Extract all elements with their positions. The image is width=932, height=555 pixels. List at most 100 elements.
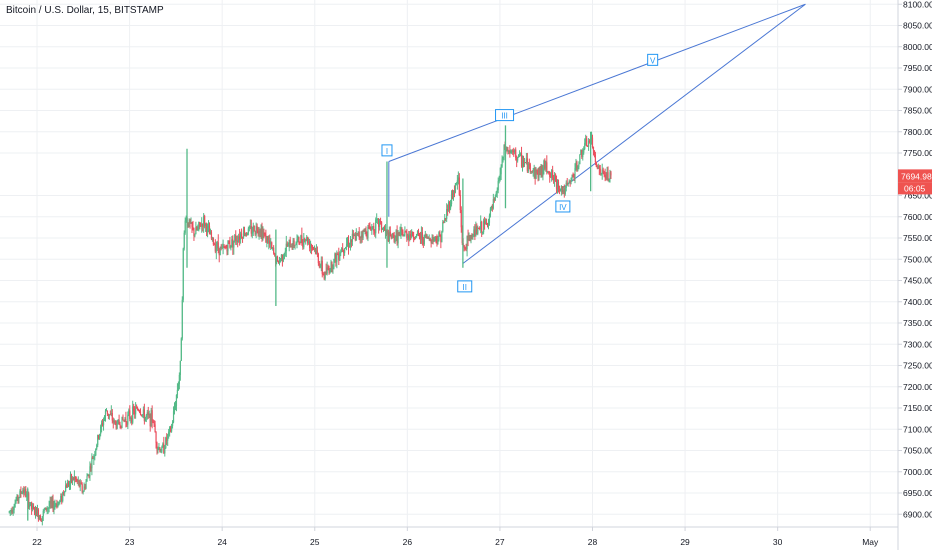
candle-body — [64, 491, 66, 493]
candle-body — [571, 174, 573, 179]
candle-body — [312, 247, 315, 249]
wave-label-box[interactable] — [555, 200, 571, 213]
price-axis[interactable]: 8100.00 8050.00 8000.00 7950.00 7900.00 7850.… — [897, 0, 932, 550]
candle-body — [49, 501, 51, 507]
candle-body — [482, 232, 484, 234]
time-tick-label: 22 — [32, 537, 42, 547]
candle-body — [38, 515, 40, 520]
last-price-badge-bg — [898, 169, 932, 183]
candle-body — [172, 411, 175, 423]
candle-body — [300, 235, 302, 244]
candle-body — [316, 250, 319, 255]
candle-body — [55, 504, 57, 506]
candle-body — [93, 456, 95, 459]
candle-body — [221, 247, 223, 249]
candle-body — [427, 236, 429, 239]
candle-body — [18, 497, 20, 500]
wave-label-box[interactable] — [495, 109, 515, 122]
candle-body — [281, 254, 284, 261]
candle-body — [481, 221, 483, 233]
candle-body — [273, 247, 275, 254]
wave-label-box[interactable] — [381, 144, 393, 157]
candle-body — [46, 508, 48, 510]
candle-body — [525, 158, 527, 163]
candle-body — [123, 420, 125, 422]
trendline-layer[interactable] — [388, 3, 806, 264]
price-tick-label: 7750.00 — [903, 148, 932, 158]
candle-body — [149, 414, 151, 427]
candle-body — [337, 254, 339, 256]
candle-body — [33, 508, 36, 514]
candle-body — [603, 171, 605, 176]
candle-body — [545, 162, 547, 169]
wave-label-box[interactable] — [647, 53, 659, 66]
candle-body — [266, 236, 268, 243]
candle-body — [580, 149, 582, 155]
candle-body — [426, 236, 428, 238]
candle-body — [587, 145, 589, 147]
candle-body — [363, 230, 365, 232]
candle-body — [512, 150, 514, 152]
candle-body — [572, 174, 574, 178]
candle-body — [277, 260, 280, 264]
candle-body — [450, 193, 453, 205]
candle-body — [362, 230, 364, 238]
candle-body — [54, 504, 56, 506]
candle-body — [318, 263, 320, 267]
candle-body — [233, 240, 235, 248]
candle-body — [178, 374, 180, 385]
candle-body — [31, 502, 33, 509]
wave-label-text: II — [463, 283, 467, 292]
candle-body — [218, 248, 220, 256]
candle-body — [43, 509, 45, 511]
wave-label-text: I — [386, 147, 388, 156]
lower-wedge-line[interactable] — [462, 3, 806, 264]
candle-body — [530, 171, 532, 173]
candle-body — [420, 232, 423, 239]
candle-body — [515, 149, 517, 158]
candle-body — [99, 434, 101, 439]
candle-body — [579, 154, 581, 165]
candle-body — [384, 230, 387, 232]
candle-body — [599, 168, 601, 174]
candle-body — [467, 235, 469, 240]
candle-body — [73, 476, 75, 480]
wave-label-box[interactable] — [457, 280, 473, 293]
candle-body — [550, 176, 552, 178]
candle-body — [463, 245, 465, 248]
candle-body — [72, 478, 75, 480]
candle-body — [538, 169, 540, 178]
candle-body — [211, 237, 214, 239]
candle-body — [70, 474, 73, 482]
candle-body — [142, 409, 145, 415]
time-axis[interactable]: 22 23 24 25 26 27 28 29 30 May — [0, 526, 898, 547]
candle-body — [280, 254, 283, 260]
candle-body — [607, 172, 609, 181]
candle-body — [432, 236, 434, 241]
candle-body — [339, 252, 341, 261]
price-tick-label: 8100.00 — [903, 0, 932, 9]
candle-body — [517, 157, 519, 161]
grid-lines — [0, 0, 898, 527]
candle-body — [210, 232, 213, 239]
candle-body — [193, 228, 195, 237]
candle-body — [309, 244, 312, 249]
candle-body — [344, 248, 346, 253]
candle-body — [609, 172, 611, 179]
candle-body — [518, 154, 520, 158]
candle-body — [259, 231, 261, 234]
candle-body — [32, 506, 35, 509]
candle-body — [602, 169, 604, 172]
candle-body — [320, 260, 322, 267]
candle-body — [407, 235, 409, 239]
candle-body — [583, 148, 585, 153]
candle-body — [376, 218, 378, 220]
candle-body — [524, 162, 527, 164]
candle-body — [431, 236, 433, 244]
candle-body — [105, 410, 108, 412]
candle-body — [373, 226, 375, 232]
upper-wedge-line[interactable] — [388, 3, 806, 162]
